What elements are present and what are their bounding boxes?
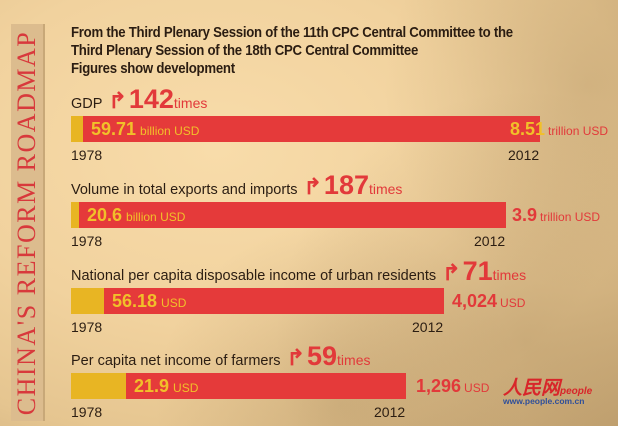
growth-multiplier: ↱ 59 times bbox=[287, 341, 371, 372]
metric-name: National per capita disposable income of… bbox=[71, 268, 437, 284]
metric-label: GDP ↱ 142 times bbox=[71, 84, 207, 115]
people-logo: 人民网people bbox=[503, 378, 593, 399]
metric-label: Per capita net income of farmers ↱ 59 time… bbox=[71, 341, 370, 372]
metric-name: GDP bbox=[71, 96, 103, 112]
growth-multiplier: ↱ 71 times bbox=[442, 256, 526, 287]
bar-end-value: 21.9 USD bbox=[71, 373, 406, 399]
bar-start-value bbox=[71, 116, 83, 142]
up-arrow-icon: ↱ bbox=[286, 345, 305, 370]
metric-label: National per capita disposable income of… bbox=[71, 256, 526, 287]
start-value-label: 20.6 billion USD bbox=[87, 205, 186, 225]
year-end: 2012 bbox=[508, 147, 540, 163]
growth-value: 187 bbox=[323, 170, 369, 200]
logo-url: www.people.com.cn bbox=[503, 396, 585, 406]
page-title: From the Third Plenary Session of the 11… bbox=[71, 24, 513, 78]
start-value-label: 59.71 billion USD bbox=[91, 119, 200, 139]
end-value-label: 1,296 USD bbox=[416, 376, 490, 396]
start-value-label: 56.18 USD bbox=[112, 291, 187, 311]
times-suffix: times bbox=[337, 352, 371, 368]
bar-start-value bbox=[71, 373, 126, 399]
bar-end-value: 59.71 billion USD bbox=[71, 116, 540, 142]
metric-label: Volume in total exports and imports ↱ 187… bbox=[71, 170, 402, 201]
times-suffix: times bbox=[368, 181, 403, 197]
end-value-label: 4,024 USD bbox=[452, 291, 526, 311]
year-end: 2012 bbox=[474, 233, 506, 249]
up-arrow-icon: ↱ bbox=[108, 88, 127, 113]
title-line: From the Third Plenary Session of the 11… bbox=[71, 24, 513, 41]
banner-title: CHINA'S REFORM ROADMAP bbox=[12, 30, 41, 415]
title-line: Third Plenary Session of the 18th CPC Ce… bbox=[71, 42, 419, 59]
times-suffix: times bbox=[173, 95, 208, 111]
end-value-label: 3.9 trillion USD bbox=[512, 205, 601, 225]
growth-multiplier: ↱ 187 times bbox=[303, 170, 402, 201]
growth-value: 59 bbox=[306, 341, 338, 371]
bar-start-value bbox=[71, 288, 104, 314]
end-value-label: 8.51 trillion USD bbox=[510, 119, 609, 139]
year-start: 1978 bbox=[71, 404, 103, 420]
title-line: Figures show development bbox=[71, 60, 235, 77]
side-banner: CHINA'S REFORM ROADMAP bbox=[11, 24, 45, 421]
year-start: 1978 bbox=[71, 147, 103, 163]
start-value-label: 21.9 USD bbox=[134, 376, 199, 396]
year-start: 1978 bbox=[71, 233, 103, 249]
growth-value: 142 bbox=[128, 84, 174, 114]
growth-multiplier: ↱ 142 times bbox=[108, 84, 207, 115]
year-end: 2012 bbox=[412, 319, 444, 335]
bar-end-value: 20.6 billion USD bbox=[71, 202, 506, 228]
year-start: 1978 bbox=[71, 319, 103, 335]
metric-name: Volume in total exports and imports bbox=[71, 182, 298, 198]
times-suffix: times bbox=[492, 267, 527, 283]
up-arrow-icon: ↱ bbox=[303, 174, 322, 199]
growth-value: 71 bbox=[462, 256, 493, 286]
year-end: 2012 bbox=[374, 404, 406, 420]
metric-name: Per capita net income of farmers bbox=[71, 353, 281, 369]
bar-end-value: 56.18 USD bbox=[71, 288, 444, 314]
bar-start-value bbox=[71, 202, 79, 228]
up-arrow-icon: ↱ bbox=[442, 260, 461, 285]
